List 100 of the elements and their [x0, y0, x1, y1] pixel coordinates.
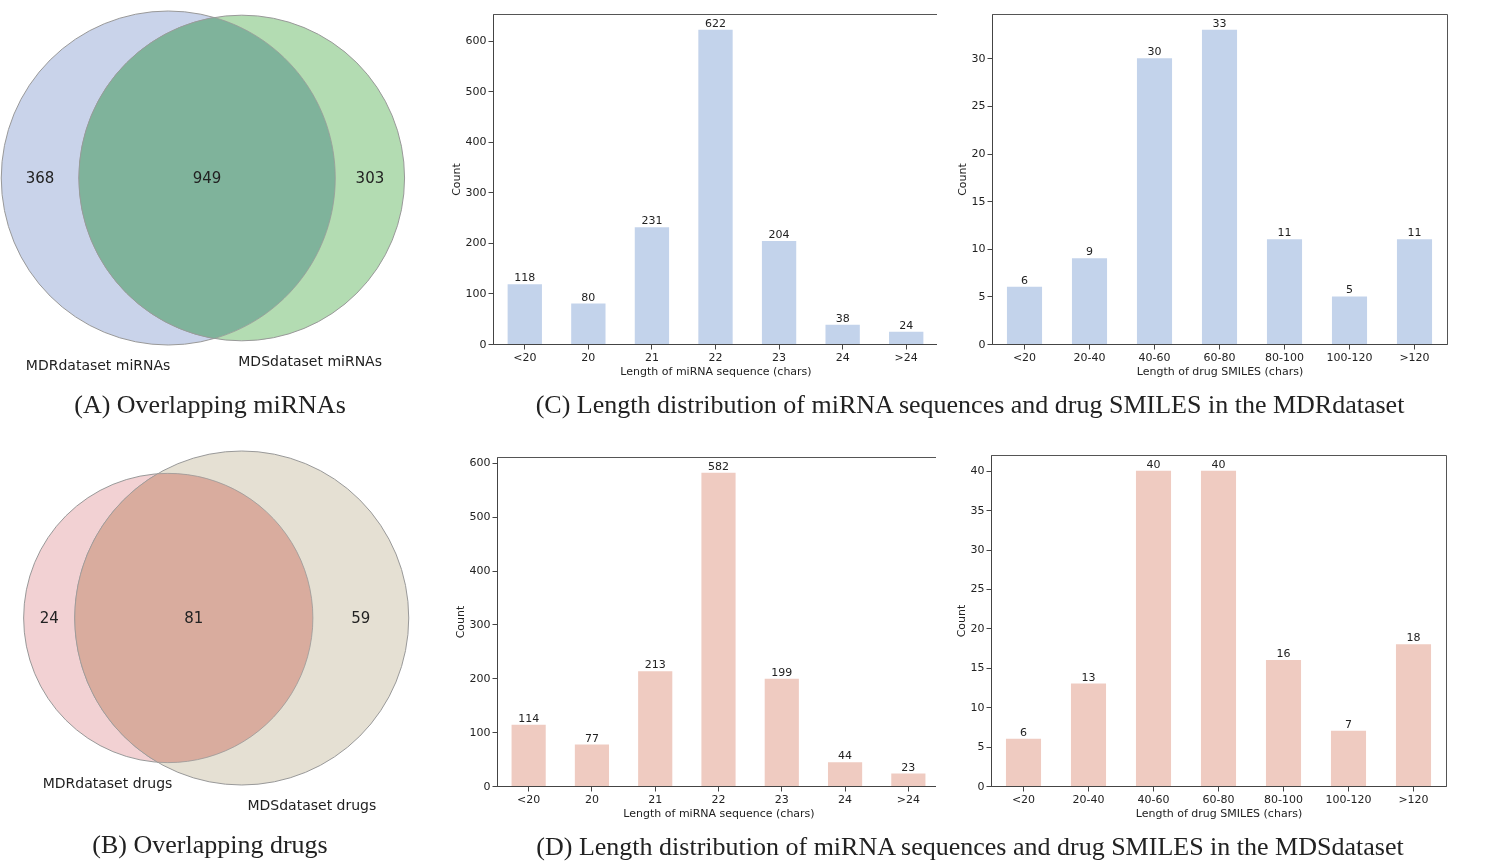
y-tick-label: 40: [970, 464, 985, 478]
text: MDSdataset miRNAs: [238, 352, 382, 369]
bar: [1200, 470, 1237, 786]
bar: [1005, 738, 1042, 786]
x-tick-label: <20: [1011, 792, 1036, 806]
x-tick-label: 100-120: [1326, 350, 1373, 364]
x-tick-label: 23: [772, 350, 787, 364]
x-axis-title: Length of drug SMILES (chars): [1135, 806, 1303, 820]
text: (D) Length distribution of miRNA sequences and drug SMILES in the MDSdataset: [535, 832, 1405, 862]
y-tick-label: 25: [971, 99, 986, 113]
y-tick-label: 5: [978, 289, 986, 303]
bar: [571, 303, 606, 344]
data-label: 24: [899, 318, 914, 332]
x-tick-label: 23: [774, 792, 789, 806]
bar: [1330, 730, 1367, 786]
y-tick-label: 100: [465, 286, 487, 300]
y-tick-label: 30: [970, 543, 985, 557]
y-tick-label: 300: [469, 617, 491, 631]
y-tick-label: 300: [465, 185, 487, 199]
bar: [764, 678, 799, 786]
data-label: 622: [705, 16, 726, 30]
x-tick-label: <20: [513, 350, 537, 364]
data-label: 80: [581, 290, 596, 304]
y-tick-label: 400: [469, 564, 491, 578]
y-tick-label: 500: [469, 510, 491, 524]
data-label: 44: [838, 749, 853, 763]
bar: [825, 324, 860, 344]
y-axis-title: Count: [453, 604, 467, 639]
bar: [574, 744, 610, 786]
y-tick-label: 400: [465, 135, 487, 149]
x-tick-label: >120: [1398, 792, 1429, 806]
x-tick-label: 21: [648, 792, 663, 806]
x-axis-title: Length of miRNA sequence (chars): [620, 364, 812, 378]
x-tick-label: 24: [838, 792, 853, 806]
y-axis-title: Count: [449, 162, 463, 196]
y-tick-label: 600: [469, 456, 491, 470]
y-tick-label: 10: [970, 700, 985, 714]
bar: [698, 29, 733, 344]
x-tick-label: >24: [894, 350, 918, 364]
data-label: 13: [1081, 670, 1096, 684]
bar: [1006, 286, 1043, 344]
bar: [1071, 258, 1108, 344]
data-label: 118: [514, 271, 536, 285]
x-tick-label: >24: [896, 792, 920, 806]
y-tick-label: 0: [978, 337, 986, 351]
x-tick-label: 80-100: [1264, 792, 1303, 806]
data-label: 30: [1147, 45, 1162, 59]
y-tick-label: 0: [479, 337, 487, 351]
y-tick-label: 10: [971, 242, 986, 256]
x-tick-label: 21: [644, 350, 659, 364]
x-tick-label: >120: [1399, 350, 1430, 364]
data-label: 11: [1407, 226, 1422, 240]
bar: [1201, 29, 1238, 344]
y-tick-label: 500: [465, 84, 487, 98]
y-tick-label: 20: [971, 147, 986, 161]
data-label: 949: [192, 169, 222, 187]
data-label: 40: [1211, 457, 1226, 471]
y-tick-label: 35: [970, 503, 985, 517]
x-axis-title: Length of miRNA sequence (chars): [623, 806, 815, 820]
data-label: 6: [1021, 273, 1028, 287]
bar: [1135, 470, 1172, 786]
x-tick-label: 20-40: [1073, 350, 1106, 364]
data-label: 114: [518, 711, 540, 725]
data-label: 40: [1146, 457, 1161, 471]
y-tick-label: 20: [970, 621, 985, 635]
text: (C) Length distribution of miRNA sequences and drug SMILES in the MDRdataset: [534, 390, 1406, 420]
y-axis-title: Count: [954, 603, 968, 638]
bar: [1396, 239, 1433, 344]
y-axis-title: Count: [955, 162, 969, 196]
y-tick-label: 100: [469, 725, 491, 739]
data-label: 23: [901, 760, 916, 774]
x-tick-label: 40-60: [1138, 350, 1171, 364]
x-tick-label: 100-120: [1325, 792, 1372, 806]
y-tick-label: 15: [971, 194, 986, 208]
data-label: 9: [1086, 245, 1093, 259]
bar: [1331, 296, 1368, 344]
data-label: 16: [1276, 646, 1291, 660]
bar: [1136, 58, 1173, 344]
y-tick-label: 25: [970, 582, 985, 596]
bar: [634, 227, 670, 344]
bar: [511, 724, 546, 786]
bar: [827, 762, 863, 786]
x-tick-label: 20: [584, 792, 599, 806]
text: (B) Overlapping drugs: [91, 830, 329, 860]
data-label: 6: [1020, 725, 1027, 739]
bar: [761, 240, 797, 344]
bar: [638, 671, 673, 786]
x-tick-label: 20: [581, 350, 596, 364]
x-tick-label: 22: [708, 350, 723, 364]
text: MDRdataset drugs: [42, 774, 173, 791]
y-tick-label: 30: [971, 51, 986, 65]
data-label: 199: [771, 665, 793, 679]
y-tick-label: 600: [465, 34, 487, 48]
data-label: 5: [1346, 283, 1353, 297]
x-tick-label: 22: [711, 792, 726, 806]
x-tick-label: 20-40: [1072, 792, 1105, 806]
data-label: 24: [39, 609, 59, 627]
y-tick-label: 0: [977, 779, 985, 793]
bar: [1265, 659, 1302, 786]
x-tick-label: 60-80: [1202, 792, 1235, 806]
